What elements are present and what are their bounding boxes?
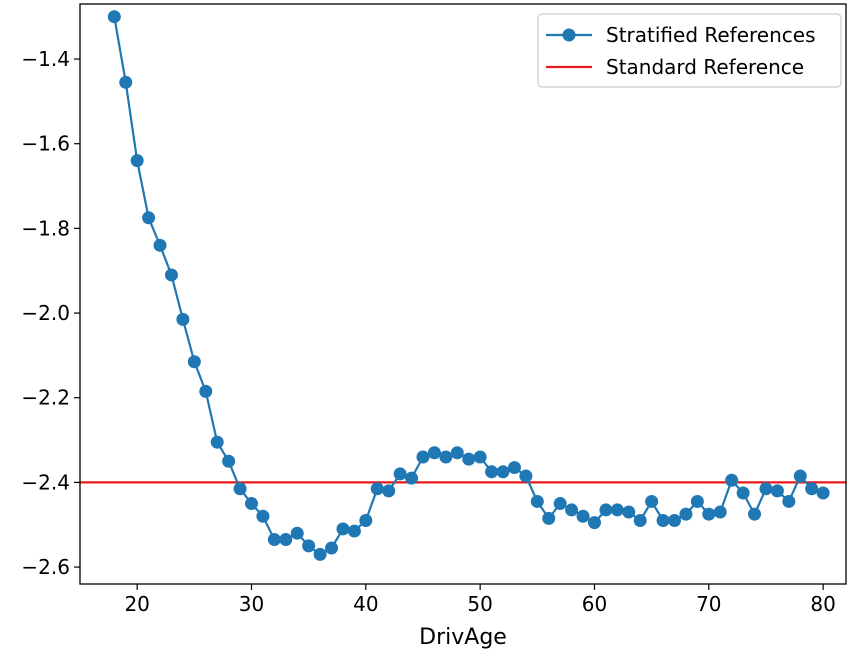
data-point xyxy=(622,505,636,519)
legend-box xyxy=(537,13,842,88)
x-tick-label: 40 xyxy=(353,592,378,616)
data-point xyxy=(610,503,624,517)
data-point xyxy=(713,505,727,519)
data-point xyxy=(370,482,384,496)
y-tick-label: −2.4 xyxy=(21,470,70,494)
data-point xyxy=(130,154,144,168)
data-point xyxy=(507,461,521,475)
data-point xyxy=(439,450,453,464)
legend-marker-stratified xyxy=(562,28,576,42)
y-tick-label: −1.6 xyxy=(21,132,70,156)
data-point xyxy=(347,524,361,538)
data-point xyxy=(302,539,316,553)
data-point xyxy=(325,541,339,555)
data-point xyxy=(793,469,807,483)
data-point xyxy=(576,509,590,523)
legend-label-stratified: Stratified References xyxy=(606,23,816,47)
data-point xyxy=(176,312,190,326)
data-point xyxy=(450,446,464,460)
data-point xyxy=(187,355,201,369)
plot-frame xyxy=(79,3,847,585)
plot-area xyxy=(80,10,846,561)
y-tick-label: −2.6 xyxy=(21,555,70,579)
data-point xyxy=(565,503,579,517)
x-tick-label: 70 xyxy=(696,592,721,616)
data-point xyxy=(679,507,693,521)
data-point xyxy=(313,547,327,561)
data-point xyxy=(668,513,682,527)
data-point xyxy=(725,473,739,487)
data-point xyxy=(782,494,796,508)
data-point xyxy=(153,238,167,252)
data-point xyxy=(748,507,762,521)
data-point xyxy=(542,511,556,525)
data-point xyxy=(416,450,430,464)
data-point xyxy=(222,454,236,468)
data-point xyxy=(382,484,396,498)
data-point xyxy=(599,503,613,517)
data-point xyxy=(645,494,659,508)
y-tick-label: −1.4 xyxy=(21,47,70,71)
data-point xyxy=(119,75,133,89)
data-point xyxy=(553,497,567,511)
data-point xyxy=(107,10,121,24)
data-point xyxy=(427,446,441,460)
data-point xyxy=(473,450,487,464)
data-point xyxy=(462,452,476,466)
data-point xyxy=(359,513,373,527)
data-point xyxy=(336,522,350,536)
data-point xyxy=(244,497,258,511)
data-point xyxy=(736,486,750,500)
data-point xyxy=(393,467,407,481)
legend-label-standard: Standard Reference xyxy=(606,55,804,79)
data-point xyxy=(485,465,499,479)
y-tick-label: −1.8 xyxy=(21,216,70,240)
data-point xyxy=(656,513,670,527)
data-point xyxy=(816,486,830,500)
data-point xyxy=(530,494,544,508)
y-tick-label: −2.2 xyxy=(21,386,70,410)
data-point xyxy=(142,211,156,225)
x-axis: 20 30 40 50 60 70 80 xyxy=(124,584,836,616)
data-point xyxy=(279,533,293,547)
x-tick-label: 50 xyxy=(467,592,492,616)
data-point xyxy=(496,465,510,479)
data-point xyxy=(702,507,716,521)
data-point xyxy=(256,509,270,523)
x-tick-label: 20 xyxy=(124,592,149,616)
data-point xyxy=(267,533,281,547)
data-point xyxy=(805,482,819,496)
x-tick-label: 30 xyxy=(239,592,264,616)
x-tick-label: 60 xyxy=(582,592,607,616)
data-point xyxy=(633,513,647,527)
x-tick-label: 80 xyxy=(810,592,835,616)
data-point xyxy=(405,471,419,485)
data-point xyxy=(690,494,704,508)
data-point xyxy=(199,384,213,398)
x-axis-label: DrivAge xyxy=(419,625,507,650)
y-axis: −1.4 −1.6 −1.8 −2.0 −2.2 −2.4 −2.6 xyxy=(21,47,80,579)
data-point xyxy=(164,268,178,282)
data-point xyxy=(759,482,773,496)
data-point xyxy=(290,526,304,540)
data-point xyxy=(210,435,224,449)
data-point xyxy=(770,484,784,498)
y-tick-label: −2.0 xyxy=(21,301,70,325)
data-point xyxy=(519,469,533,483)
data-point xyxy=(587,516,601,530)
data-point xyxy=(233,482,247,496)
legend: Stratified References Standard Reference xyxy=(537,13,842,88)
